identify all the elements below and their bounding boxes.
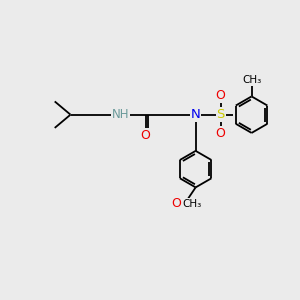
Text: CH₃: CH₃ xyxy=(242,75,261,85)
Text: O: O xyxy=(171,197,181,210)
Text: CH₃: CH₃ xyxy=(182,199,202,208)
Text: S: S xyxy=(217,108,225,121)
Text: NH: NH xyxy=(112,108,129,121)
Text: O: O xyxy=(216,89,226,102)
Text: O: O xyxy=(216,127,226,140)
Text: O: O xyxy=(141,129,151,142)
Text: N: N xyxy=(191,108,200,121)
